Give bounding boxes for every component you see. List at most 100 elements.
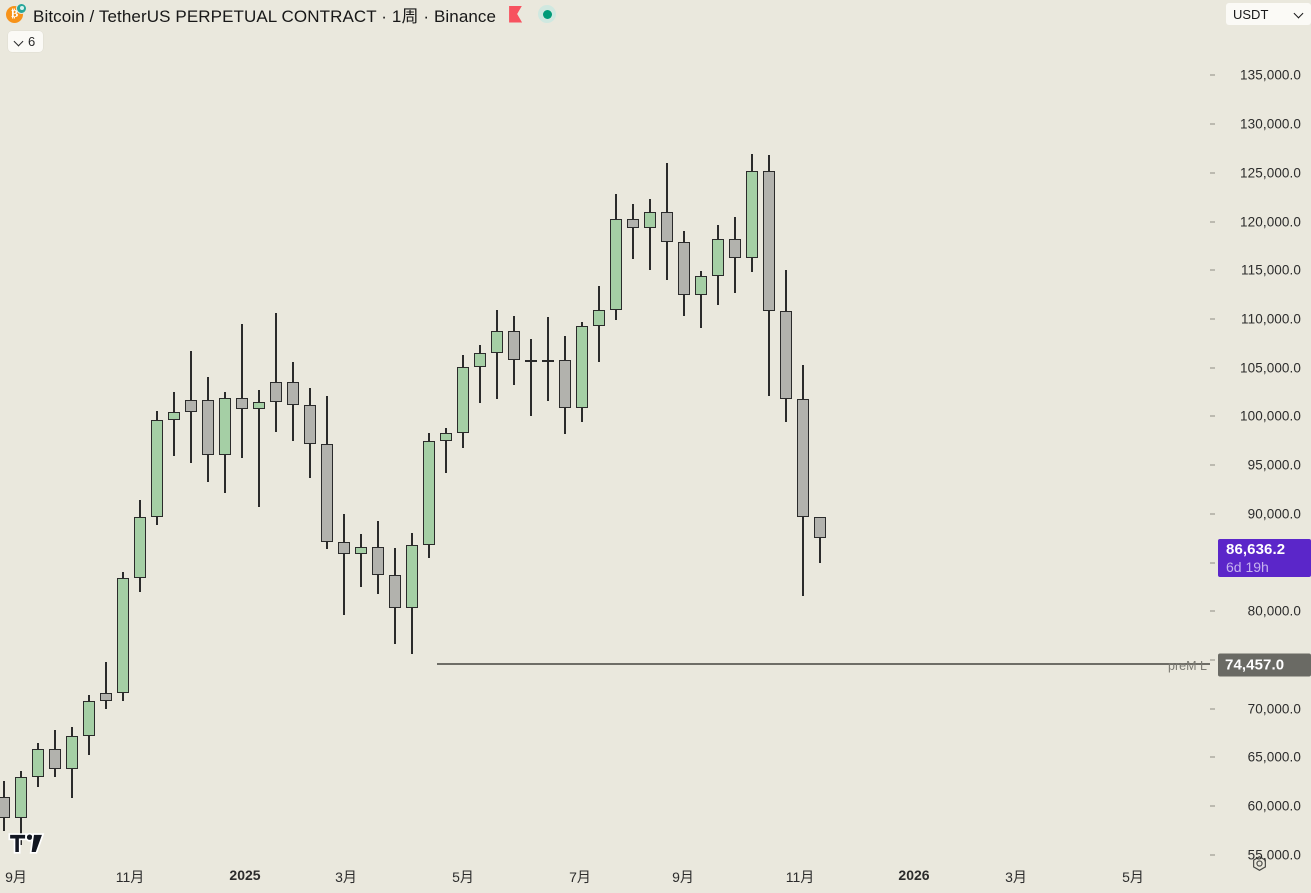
- current-price-value: 86,636.2: [1226, 541, 1286, 558]
- candle-body: [338, 541, 350, 555]
- time-axis-label: 3月: [1005, 869, 1027, 885]
- candlestick: [695, 271, 707, 328]
- candle-body: [100, 693, 112, 701]
- symbol-title[interactable]: Bitcoin / TetherUS PERPETUAL CONTRACT · …: [33, 6, 497, 26]
- indicator-count-label: 6: [28, 34, 36, 49]
- candle-body: [474, 352, 486, 368]
- candle-body: [15, 776, 27, 818]
- candlestick: [0, 781, 10, 832]
- candle-body: [525, 359, 537, 362]
- candle-wick: [343, 513, 345, 615]
- candle-body: [168, 412, 180, 420]
- candle-wick: [632, 204, 634, 259]
- candlestick: [100, 661, 112, 710]
- candle-body: [389, 575, 401, 608]
- price-axis-tick: 55,000.0: [1247, 847, 1301, 863]
- candlestick: [389, 547, 401, 645]
- current-price-badge[interactable]: 86,636.2 6d 19h: [1218, 539, 1311, 577]
- candlestick: [814, 516, 826, 563]
- price-axis-tick: 110,000.0: [1241, 311, 1301, 327]
- candlestick-chart-plot[interactable]: preM L: [0, 0, 1210, 863]
- candle-body: [253, 401, 265, 410]
- price-axis-tick-mark: [1210, 415, 1215, 417]
- price-axis-tick-mark: [1210, 756, 1215, 758]
- bitcoin-logo-icon: ₿: [6, 3, 27, 24]
- price-axis-tick-mark: [1210, 562, 1215, 564]
- candle-body: [287, 381, 299, 405]
- price-axis-tick: 130,000.0: [1240, 116, 1301, 132]
- candlestick: [593, 285, 605, 363]
- candle-wick: [258, 390, 260, 508]
- time-axis-label: 5月: [452, 869, 474, 885]
- flag-icon[interactable]: [509, 5, 523, 23]
- candle-body: [644, 211, 656, 229]
- market-status-dot-icon[interactable]: [538, 5, 557, 23]
- candle-body: [49, 748, 61, 769]
- candle-wick: [479, 345, 481, 403]
- candle-body: [440, 433, 452, 442]
- candlestick: [83, 695, 95, 756]
- price-axis-tick: 115,000.0: [1241, 262, 1301, 278]
- candle-body: [661, 211, 673, 242]
- candle-wick: [173, 392, 175, 457]
- time-axis-label: 7月: [569, 869, 591, 885]
- candlestick: [644, 198, 656, 271]
- candle-body: [542, 359, 554, 362]
- candle-body: [576, 326, 588, 408]
- candlestick: [304, 388, 316, 478]
- candlestick: [202, 376, 214, 483]
- candlestick: [780, 269, 792, 422]
- time-axis-label: 11月: [785, 869, 815, 885]
- candle-body: [712, 238, 724, 277]
- price-axis-tick-mark: [1210, 610, 1215, 612]
- candlestick: [270, 312, 282, 433]
- candlestick: [117, 572, 129, 701]
- candle-body: [321, 443, 333, 542]
- candlestick: [576, 322, 588, 422]
- candle-wick: [360, 534, 362, 587]
- candle-body: [763, 170, 775, 311]
- time-axis-label: 2026: [898, 867, 930, 883]
- candlestick: [797, 365, 809, 597]
- candlestick: [508, 316, 520, 385]
- time-axis[interactable]: 9月 11月 2025 3月 5月 7月 9月 11月 2026 3月 5月: [0, 863, 1311, 893]
- candlestick: [678, 231, 690, 317]
- price-level-badge[interactable]: 74,457.0: [1218, 653, 1311, 677]
- price-axis-tick: 65,000.0: [1247, 749, 1301, 765]
- candle-wick: [649, 198, 651, 271]
- settings-target-icon[interactable]: [1251, 855, 1268, 872]
- candle-wick: [105, 661, 107, 710]
- price-axis-tick-mark: [1210, 659, 1215, 661]
- price-axis-tick-mark: [1210, 805, 1215, 807]
- price-axis-tick-mark: [1210, 513, 1215, 515]
- candle-body: [304, 404, 316, 444]
- chart-header: ₿ Bitcoin / TetherUS PERPETUAL CONTRACT …: [0, 0, 1311, 28]
- price-axis-tick: 105,000.0: [1240, 360, 1301, 376]
- candle-body: [151, 420, 163, 517]
- candlestick: [253, 390, 265, 508]
- price-axis-tick-mark: [1210, 367, 1215, 369]
- candle-wick: [819, 530, 821, 563]
- price-axis-tick: 120,000.0: [1240, 214, 1301, 230]
- candle-body: [610, 218, 622, 310]
- candlestick: [491, 309, 503, 399]
- candle-body: [627, 218, 639, 229]
- candlestick: [66, 726, 78, 798]
- candle-body: [508, 330, 520, 360]
- candlestick: [457, 354, 469, 448]
- time-axis-label: 9月: [672, 869, 694, 885]
- candlestick: [559, 335, 571, 435]
- price-axis-tick: 135,000.0: [1240, 67, 1301, 83]
- price-level-line-label: preM L: [1168, 659, 1207, 673]
- indicator-collapse-chip[interactable]: 6: [8, 31, 44, 52]
- candlestick: [134, 499, 146, 592]
- currency-select[interactable]: USDT: [1226, 3, 1311, 25]
- price-level-line[interactable]: [437, 663, 1210, 665]
- price-axis[interactable]: USDT 135,000.0 130,000.0 125,000.0 120,000.…: [1210, 0, 1311, 875]
- candlestick: [372, 520, 384, 594]
- candle-body: [66, 736, 78, 769]
- candlestick: [32, 743, 44, 788]
- price-axis-tick: 70,000.0: [1247, 701, 1301, 717]
- candlestick: [610, 193, 622, 321]
- candle-body: [559, 359, 571, 408]
